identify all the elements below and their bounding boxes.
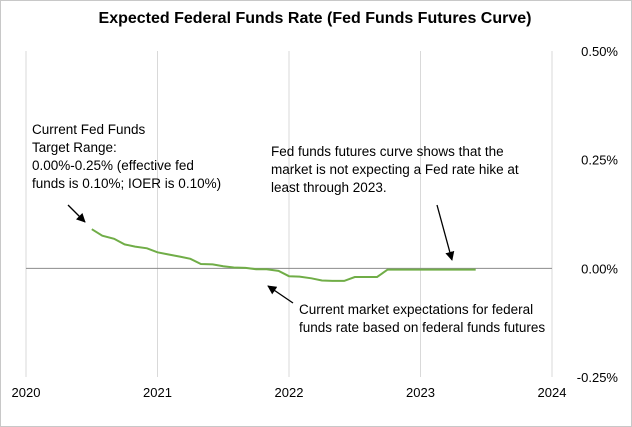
- annotation-line: funds is 0.10%; IOER is 0.10%): [32, 176, 222, 191]
- annotation-line: funds rate based on federal funds future…: [299, 320, 546, 335]
- arrow-market-expectations: [267, 285, 294, 304]
- annotation-line: least through 2023.: [271, 180, 387, 195]
- x-tick-label: 2022: [275, 385, 304, 400]
- annotation-fed-target: Current Fed Funds Target Range: 0.00%-0.…: [32, 121, 221, 193]
- y-axis-ticks: 0.50% 0.25% 0.00% -0.25%: [577, 44, 619, 385]
- y-tick-label: 0.00%: [581, 261, 618, 276]
- x-axis-ticks: 2020 2021 2022 2023 2024: [12, 385, 567, 400]
- annotation-futures-curve: Fed funds futures curve shows that the m…: [271, 143, 519, 197]
- annotation-line: market is not expecting a Fed rate hike …: [271, 162, 519, 177]
- annotation-line: Target Range:: [32, 140, 117, 155]
- x-tick-label: 2024: [538, 385, 567, 400]
- y-tick-label: -0.25%: [577, 370, 619, 385]
- y-tick-label: 0.25%: [581, 153, 618, 168]
- gridlines: [25, 51, 553, 377]
- series-line: [91, 228, 476, 282]
- arrow-futures-curve: [436, 204, 455, 261]
- annotation-line: 0.00%-0.25% (effective fed: [32, 158, 194, 173]
- annotation-line: Current Fed Funds: [32, 122, 146, 137]
- x-tick-label: 2021: [143, 385, 172, 400]
- annotation-arrows: [67, 204, 455, 304]
- x-tick-label: 2020: [12, 385, 41, 400]
- y-tick-label: 0.50%: [581, 44, 618, 59]
- annotation-line: Fed funds futures curve shows that the: [271, 144, 504, 159]
- annotation-line: Current market expectations for federal: [299, 302, 534, 317]
- annotation-market-expectations: Current market expectations for federal …: [299, 301, 545, 337]
- chart-title: Expected Federal Funds Rate (Fed Funds F…: [98, 10, 532, 27]
- x-tick-label: 2023: [406, 385, 435, 400]
- arrow-fed-target: [67, 204, 86, 223]
